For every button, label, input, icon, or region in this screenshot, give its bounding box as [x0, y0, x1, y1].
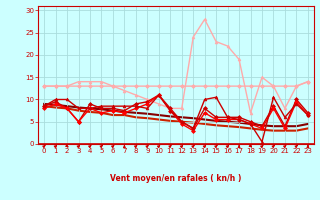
- X-axis label: Vent moyen/en rafales ( kn/h ): Vent moyen/en rafales ( kn/h ): [110, 174, 242, 183]
